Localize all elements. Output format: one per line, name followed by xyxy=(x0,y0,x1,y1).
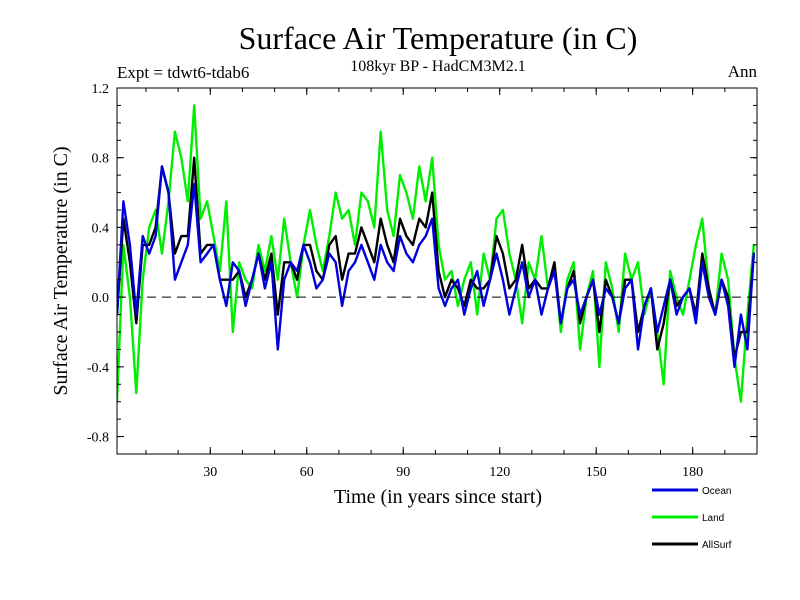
x-tick-label: 180 xyxy=(682,465,703,480)
series-line-land xyxy=(117,104,755,403)
y-tick-label: 1.2 xyxy=(92,82,110,97)
x-tick-label: 30 xyxy=(203,465,217,480)
y-tick-label: -0.8 xyxy=(87,431,109,446)
chart-title: Surface Air Temperature (in C) xyxy=(239,20,638,56)
y-tick-label: 0.4 xyxy=(92,221,110,236)
legend: Ocean Land AllSurf xyxy=(652,486,732,551)
y-tick-label: -0.4 xyxy=(87,361,109,376)
plot-frame xyxy=(116,87,758,455)
legend-label-allsurf: AllSurf xyxy=(702,540,732,551)
x-tick-label: 90 xyxy=(396,465,410,480)
y-axis-label: Surface Air Temperature (in C) xyxy=(50,146,72,395)
axis-ticks-layer: 1.2 0.8 0.4 0.0 -0.4 -0.8 30 60 90 120 150 180 xyxy=(87,82,758,480)
x-tick-label: 150 xyxy=(586,465,607,480)
experiment-label: Expt = tdwt6-tdab6 xyxy=(117,63,249,82)
x-tick-label: 60 xyxy=(300,465,314,480)
y-tick-label: 0.8 xyxy=(92,152,110,167)
season-label: Ann xyxy=(728,62,758,81)
x-tick-label: 120 xyxy=(489,465,510,480)
legend-label-land: Land xyxy=(702,513,724,524)
y-tick-label: 0.0 xyxy=(92,291,110,306)
legend-label-ocean: Ocean xyxy=(702,486,731,497)
x-axis-label: Time (in years since start) xyxy=(334,486,542,508)
series-layer xyxy=(117,104,755,403)
chart-subtitle: 108kyr BP - HadCM3M2.1 xyxy=(350,58,525,75)
